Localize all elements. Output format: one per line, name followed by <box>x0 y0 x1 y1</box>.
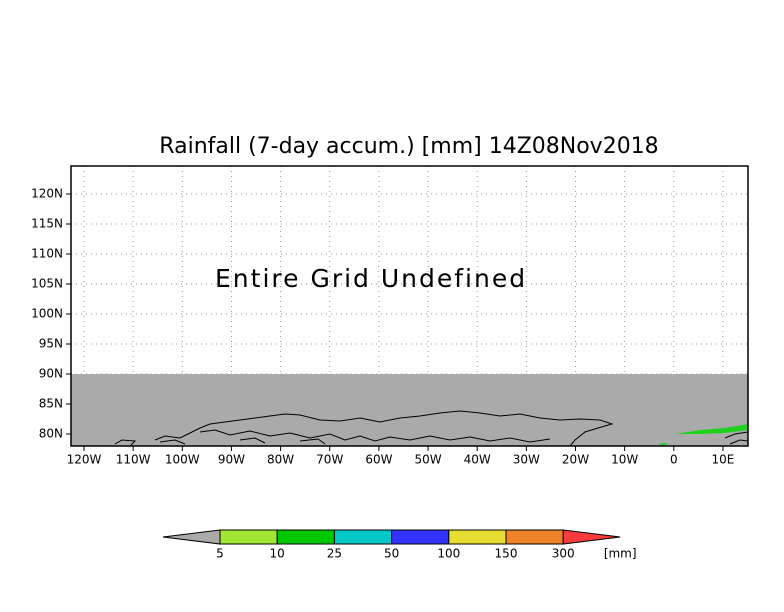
colorbar-box <box>505 529 564 545</box>
colorbar-box <box>448 529 507 545</box>
lon-label: 20W <box>562 453 589 467</box>
lon-label: 70W <box>316 453 343 467</box>
colorbar-label: 5 <box>216 547 224 561</box>
colorbar-label: 100 <box>437 547 460 561</box>
map-frame <box>70 165 749 447</box>
lon-label: 40W <box>464 453 491 467</box>
lon-label: 110W <box>116 453 151 467</box>
grid <box>71 166 748 446</box>
lon-label: 60W <box>365 453 392 467</box>
coastline <box>159 437 326 445</box>
colorbar-label: 25 <box>327 547 342 561</box>
annotation: Entire Grid Undefined <box>215 264 527 293</box>
lon-label: 80W <box>267 453 294 467</box>
lat-label: 100N <box>31 307 63 321</box>
lon-label: 50W <box>414 453 441 467</box>
coastline <box>724 431 749 445</box>
colorbar: 5 10 25 50 100 150 300 [mm] <box>162 529 637 561</box>
lat-label: 120N <box>31 187 63 201</box>
lon-label: 100W <box>165 453 200 467</box>
colorbar-box <box>219 529 278 545</box>
lon-label: 90W <box>218 453 245 467</box>
rain-area <box>658 424 748 446</box>
colorbar-box <box>276 529 335 545</box>
lon-label: 120W <box>67 453 102 467</box>
lat-label: 95N <box>39 337 63 351</box>
lon-label: 10W <box>611 453 638 467</box>
lat-label: 115N <box>31 217 63 231</box>
colorbar-label: 300 <box>552 547 575 561</box>
lat-label: 105N <box>31 277 63 291</box>
lat-label: 80N <box>39 427 63 441</box>
coastlines <box>114 410 749 447</box>
colorbar-label: 10 <box>270 547 285 561</box>
map-title: Rainfall (7-day accum.) [mm] 14Z08Nov201… <box>159 134 658 159</box>
undefined-area <box>71 374 748 446</box>
lon-label: 30W <box>513 453 540 467</box>
lon-label: 10E <box>712 453 735 467</box>
coastline <box>114 410 614 447</box>
lat-label: 90N <box>39 367 63 381</box>
lat-label: 85N <box>39 397 63 411</box>
coastline <box>199 429 551 443</box>
colorbar-unit: [mm] <box>604 547 637 561</box>
colorbar-box <box>391 529 450 545</box>
colorbar-box <box>333 529 393 545</box>
colorbar-label: 50 <box>384 547 399 561</box>
lon-label: 0 <box>670 453 678 467</box>
lat-label: 110N <box>31 247 63 261</box>
colorbar-over <box>562 529 621 545</box>
colorbar-label: 150 <box>495 547 518 561</box>
